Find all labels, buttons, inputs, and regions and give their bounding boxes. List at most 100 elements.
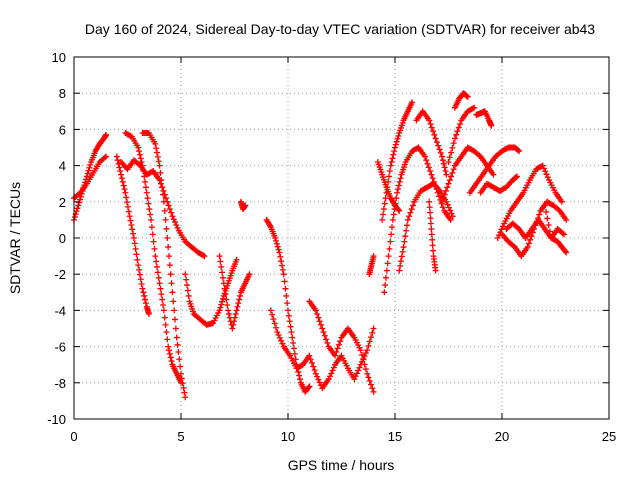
data-point — [365, 342, 372, 349]
data-point — [177, 363, 184, 370]
series-trace-u — [445, 104, 478, 165]
data-point — [325, 376, 332, 383]
data-point — [274, 329, 281, 336]
data-point — [430, 247, 437, 254]
data-point — [225, 311, 232, 318]
series-trace-g — [182, 256, 240, 328]
data-point — [183, 276, 190, 283]
data-point — [133, 251, 140, 258]
data-point — [168, 280, 175, 287]
data-point — [395, 182, 402, 189]
data-point — [398, 253, 405, 260]
data-point — [423, 157, 430, 164]
data-point — [443, 171, 450, 178]
data-point — [277, 253, 284, 260]
data-point — [362, 366, 369, 373]
data-point — [276, 249, 283, 256]
data-point — [442, 187, 449, 194]
data-point — [351, 376, 358, 383]
data-point — [317, 321, 324, 328]
data-point — [365, 374, 372, 381]
data-point — [103, 153, 110, 160]
data-point — [453, 131, 460, 138]
data-point — [455, 124, 462, 131]
data-point — [236, 296, 243, 303]
data-point — [75, 202, 82, 209]
data-point — [170, 298, 177, 305]
data-point — [562, 248, 569, 255]
data-point — [152, 253, 159, 260]
data-point — [306, 383, 313, 390]
x-axis-label: GPS time / hours — [288, 457, 395, 473]
data-point — [234, 303, 241, 310]
data-point — [330, 364, 337, 371]
data-point — [445, 158, 452, 165]
data-point — [406, 213, 413, 220]
data-point — [357, 347, 364, 354]
data-point — [269, 311, 276, 318]
data-point — [179, 380, 186, 387]
data-point — [154, 263, 161, 270]
data-point — [441, 164, 448, 171]
data-point — [539, 162, 546, 169]
data-point — [389, 155, 396, 162]
data-point — [154, 153, 161, 160]
data-point — [380, 206, 387, 213]
data-point — [446, 177, 453, 184]
data-point — [221, 285, 228, 292]
series-trace-t — [439, 144, 497, 205]
y-tick-label: 0 — [59, 231, 66, 246]
series-trace-c — [113, 153, 152, 318]
data-point — [229, 325, 236, 332]
data-point — [429, 236, 436, 243]
data-point — [291, 350, 298, 357]
data-point — [320, 329, 327, 336]
data-point — [389, 216, 396, 223]
data-point — [161, 191, 168, 198]
data-point — [545, 221, 552, 228]
data-point — [394, 189, 401, 196]
data-point — [129, 226, 136, 233]
data-point — [542, 168, 549, 175]
data-point — [276, 334, 283, 341]
data-point — [87, 161, 94, 168]
chart-title: Day 160 of 2024, Sidereal Day-to-day VTE… — [85, 21, 595, 37]
data-point — [426, 204, 433, 211]
data-point — [321, 332, 328, 339]
data-point — [382, 282, 389, 289]
data-point — [160, 301, 167, 308]
data-point — [397, 258, 404, 265]
data-point — [218, 263, 225, 270]
data-point — [154, 149, 161, 156]
data-point — [216, 307, 223, 314]
data-point — [397, 262, 404, 269]
y-tick-label: 10 — [52, 50, 66, 65]
data-point — [366, 377, 373, 384]
y-tick-label: -6 — [54, 340, 66, 355]
data-point — [457, 120, 464, 127]
series-trace-r — [413, 108, 450, 178]
data-point — [440, 195, 447, 202]
data-point — [356, 364, 363, 371]
data-point — [161, 314, 168, 321]
data-point — [360, 356, 367, 363]
data-point — [139, 285, 146, 292]
data-point — [217, 304, 224, 311]
data-point — [391, 148, 398, 155]
data-point — [308, 359, 315, 366]
data-point — [160, 187, 167, 194]
data-point — [157, 169, 164, 176]
data-point — [152, 140, 159, 147]
data-point — [407, 209, 414, 216]
data-point — [178, 375, 185, 382]
data-point — [144, 195, 151, 202]
data-point — [155, 158, 162, 165]
data-point — [289, 334, 296, 341]
data-point — [155, 274, 162, 281]
data-point — [369, 329, 376, 336]
y-tick-label: 6 — [59, 122, 66, 137]
data-point — [153, 145, 160, 152]
data-point — [174, 341, 181, 348]
data-point — [164, 235, 171, 241]
data-point — [541, 202, 548, 209]
